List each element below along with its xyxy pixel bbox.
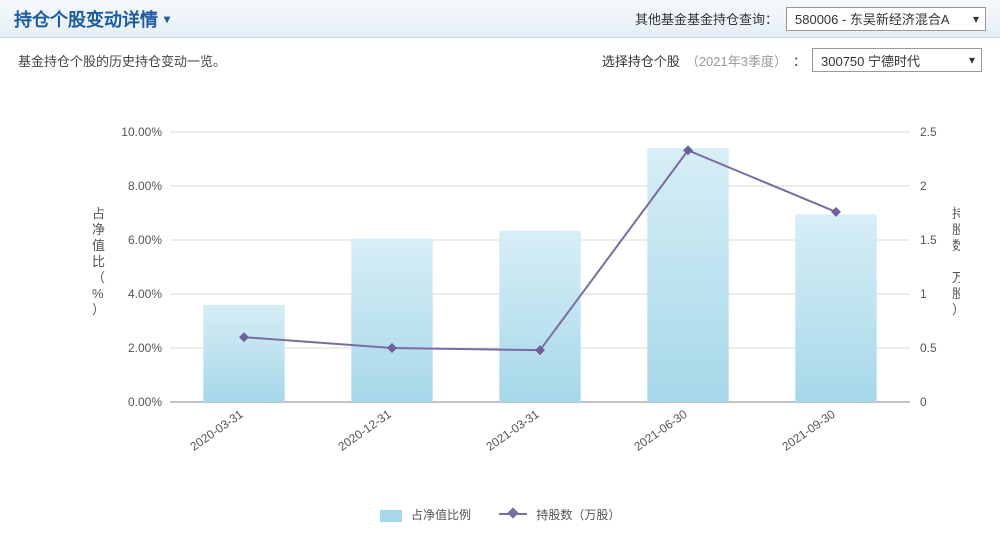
header-bar: 持仓个股变动详情 ▾ 其他基金基金持仓查询： 580006 - 东吴新经济混合A bbox=[0, 0, 1000, 38]
svg-text:（: （ bbox=[952, 254, 960, 269]
svg-text:占: 占 bbox=[92, 206, 105, 221]
stock-colon: ： bbox=[793, 51, 806, 70]
stock-label: 选择持仓个股 bbox=[602, 51, 680, 70]
svg-text:8.00%: 8.00% bbox=[128, 179, 162, 193]
svg-text:2020-12-31: 2020-12-31 bbox=[335, 407, 394, 454]
svg-text:0: 0 bbox=[920, 395, 927, 409]
page-title-text: 持仓个股变动详情 bbox=[14, 6, 158, 32]
svg-text:值: 值 bbox=[92, 238, 105, 253]
svg-text:数: 数 bbox=[952, 238, 960, 253]
svg-text:2021-09-30: 2021-09-30 bbox=[779, 407, 838, 454]
svg-text:2.00%: 2.00% bbox=[128, 341, 162, 355]
stock-period: （2021年3季度） bbox=[686, 51, 787, 70]
svg-text:（: （ bbox=[92, 270, 105, 285]
sub-bar: 基金持仓个股的历史持仓变动一览。 选择持仓个股 （2021年3季度） ： 300… bbox=[0, 38, 1000, 82]
legend-line-label: 持股数（万股） bbox=[536, 508, 620, 522]
svg-text:10.00%: 10.00% bbox=[121, 125, 162, 139]
legend-line-swatch bbox=[499, 507, 527, 519]
svg-text:比: 比 bbox=[92, 254, 105, 269]
svg-text:持: 持 bbox=[952, 206, 960, 221]
legend-bar-label: 占净值比例 bbox=[411, 508, 471, 522]
svg-text:净: 净 bbox=[92, 222, 105, 237]
page-title: 持仓个股变动详情 ▾ bbox=[14, 6, 170, 32]
svg-text:万: 万 bbox=[952, 270, 960, 285]
svg-text:2.5: 2.5 bbox=[920, 125, 937, 139]
svg-text:2020-03-31: 2020-03-31 bbox=[187, 407, 246, 454]
holdings-chart: 0.00% 2.00% 4.00% 6.00% 8.00% 10.00% 0 0.5 1 1.5 2… bbox=[40, 102, 960, 502]
chart-legend: 占净值比例 持股数（万股） bbox=[40, 506, 960, 523]
svg-text:）: ） bbox=[952, 302, 960, 317]
svg-text:2: 2 bbox=[920, 179, 927, 193]
fund-query-label: 其他基金基金持仓查询： bbox=[635, 9, 778, 28]
fund-select[interactable]: 580006 - 东吴新经济混合A bbox=[786, 7, 986, 31]
svg-text:1.5: 1.5 bbox=[920, 233, 937, 247]
legend-bar-swatch bbox=[380, 510, 402, 522]
chart-container: 0.00% 2.00% 4.00% 6.00% 8.00% 10.00% 0 0.5 1 1.5 2… bbox=[0, 82, 1000, 547]
legend-line: 持股数（万股） bbox=[499, 506, 620, 523]
header-right: 其他基金基金持仓查询： 580006 - 东吴新经济混合A bbox=[635, 7, 986, 31]
stock-select-value: 300750 宁德时代 bbox=[821, 51, 920, 70]
page-description: 基金持仓个股的历史持仓变动一览。 bbox=[18, 51, 226, 70]
svg-text:0.5: 0.5 bbox=[920, 341, 937, 355]
svg-text:0.00%: 0.00% bbox=[128, 395, 162, 409]
chevron-down-icon: ▾ bbox=[164, 12, 170, 26]
svg-text:股: 股 bbox=[952, 222, 960, 237]
svg-text:%: % bbox=[92, 286, 104, 301]
svg-text:1: 1 bbox=[920, 287, 927, 301]
fund-select-value: 580006 - 东吴新经济混合A bbox=[795, 9, 950, 28]
svg-text:）: ） bbox=[92, 302, 105, 317]
stock-picker: 选择持仓个股 （2021年3季度） ： 300750 宁德时代 bbox=[602, 48, 982, 72]
svg-text:2021-03-31: 2021-03-31 bbox=[483, 407, 542, 454]
legend-bar: 占净值比例 bbox=[380, 506, 471, 523]
svg-text:4.00%: 4.00% bbox=[128, 287, 162, 301]
svg-text:6.00%: 6.00% bbox=[128, 233, 162, 247]
stock-select[interactable]: 300750 宁德时代 bbox=[812, 48, 982, 72]
svg-text:2021-06-30: 2021-06-30 bbox=[631, 407, 690, 454]
svg-text:股: 股 bbox=[952, 286, 960, 301]
